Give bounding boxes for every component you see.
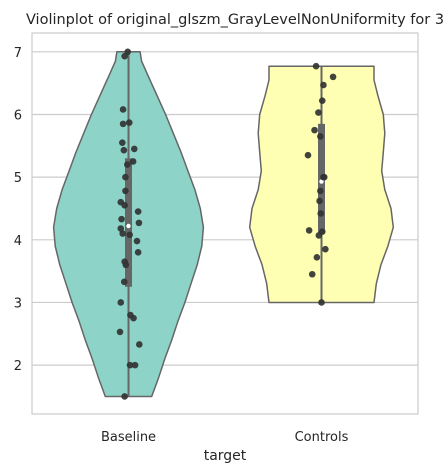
data-point [318, 97, 326, 104]
data-point [122, 173, 129, 181]
data-point [322, 245, 329, 253]
data-point [134, 249, 142, 256]
y-tick-label: 2 [14, 359, 22, 374]
data-point [312, 62, 320, 70]
data-point [131, 361, 139, 369]
y-tick-label: 7 [14, 46, 22, 61]
data-point [317, 133, 324, 140]
data-point [120, 146, 128, 154]
data-point [133, 237, 141, 245]
iqr-box-baseline [125, 158, 132, 287]
y-axis-ticks: 2 3 4 5 6 7 [14, 46, 22, 374]
data-point [121, 202, 128, 209]
data-point [135, 219, 143, 227]
data-point [136, 341, 143, 348]
plot-frame [31, 32, 419, 415]
data-point [130, 314, 137, 322]
data-point [117, 299, 125, 306]
data-point [313, 254, 321, 261]
median-marker-baseline [126, 223, 131, 229]
data-point [129, 158, 137, 165]
y-tick-label: 6 [14, 108, 22, 123]
data-point [122, 187, 129, 195]
y-tick-label: 3 [14, 296, 22, 311]
data-point [305, 227, 313, 234]
data-point [308, 270, 316, 278]
data-point [318, 299, 325, 306]
y-tick-label: 4 [14, 234, 22, 249]
x-axis-label: target [204, 448, 247, 464]
data-point [134, 208, 142, 215]
data-point [126, 231, 133, 239]
data-point [122, 261, 130, 269]
data-point [315, 109, 322, 116]
data-point [121, 393, 128, 400]
data-point [119, 120, 127, 128]
data-point [119, 106, 127, 113]
data-point [117, 225, 125, 232]
data-point [320, 81, 327, 89]
x-tick-label: Controls [295, 430, 349, 445]
violins [52, 51, 395, 398]
data-point [116, 328, 124, 336]
data-point [320, 173, 327, 181]
data-point [121, 52, 128, 60]
y-tick-label: 5 [14, 171, 22, 186]
data-point [126, 361, 134, 369]
data-point [316, 197, 323, 205]
data-point [124, 161, 131, 168]
data-point [315, 232, 323, 239]
median-marker-controls [319, 179, 324, 184]
data-point [125, 119, 133, 126]
data-point [119, 230, 127, 237]
strip-points [116, 48, 337, 400]
data-point [317, 187, 324, 195]
chart-title: Violinplot of original_glszm_GrayLevelNo… [26, 12, 444, 28]
data-point [118, 215, 125, 223]
data-point [119, 139, 126, 146]
data-point [130, 145, 138, 153]
data-point [311, 126, 318, 134]
x-axis-ticks: Baseline Controls [101, 430, 349, 445]
data-point [304, 151, 312, 159]
x-tick-label: Baseline [101, 430, 156, 445]
data-point [329, 73, 337, 81]
data-point [317, 210, 325, 217]
data-point [120, 278, 128, 286]
